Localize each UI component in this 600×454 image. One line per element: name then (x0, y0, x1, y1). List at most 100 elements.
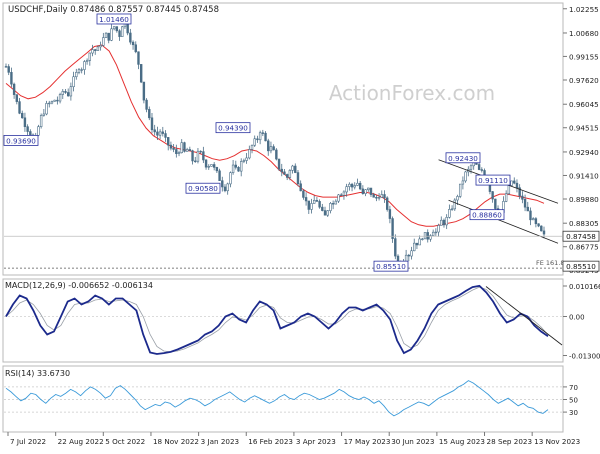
candle-body (172, 147, 175, 150)
candle-body (331, 203, 335, 205)
candle-body (410, 250, 413, 257)
candle-body (356, 182, 359, 186)
candle-body (223, 186, 227, 192)
candle-body (129, 32, 132, 43)
candle-body (513, 180, 516, 184)
candle-body (240, 161, 243, 172)
level-label: 0.90580 (188, 184, 218, 193)
price-tick-label: 1.02255 (569, 5, 599, 14)
candle-body (302, 190, 305, 198)
candle-body (242, 160, 246, 162)
candle-body (150, 117, 154, 131)
chart-header: USDCHF,Daily 0.87486 0.87557 0.87445 0.8… (8, 5, 219, 15)
candle-body (350, 183, 354, 188)
candle-body (369, 187, 373, 195)
candle-body (385, 197, 389, 210)
candle-body (423, 232, 427, 240)
candle-body (96, 46, 100, 51)
candle-body (204, 159, 208, 168)
candle-body (188, 149, 192, 151)
candle-body (64, 91, 67, 93)
candle-body (394, 238, 397, 257)
candle-body (318, 201, 321, 208)
level-label-box (373, 260, 409, 272)
price-tag-box (562, 230, 600, 242)
x-tick-label: 18 Nov 2022 (153, 437, 199, 446)
candle-body (464, 171, 467, 182)
candle-body (231, 164, 235, 173)
candle-body (256, 138, 259, 141)
x-tick-label: 7 Jul 2022 (10, 437, 46, 446)
fe-label: FE 161.8 (536, 259, 565, 267)
candle-body (323, 210, 327, 216)
candle-body (329, 203, 332, 212)
price-tick-label: 0.92940 (569, 148, 599, 157)
level-label: 1.01460 (99, 15, 129, 24)
candle-body (477, 164, 481, 170)
candle-body (56, 99, 59, 102)
level-label-box (215, 122, 251, 134)
candle-body (429, 235, 432, 240)
candle-body (75, 72, 78, 78)
candle-body (156, 131, 159, 136)
candle-body (196, 150, 200, 162)
candle-body (507, 185, 511, 195)
candle-body (391, 218, 394, 239)
candle-body (12, 83, 16, 95)
candle-body (145, 99, 148, 110)
candle-body (269, 146, 273, 152)
candle-body (194, 160, 197, 163)
rsi-line (5, 380, 549, 417)
candle-body (169, 144, 173, 149)
candle-body (50, 101, 54, 104)
level-label-box (3, 135, 39, 146)
price-tick-label: 0.96045 (569, 100, 599, 109)
candle-body (299, 183, 302, 192)
candle-body (112, 26, 116, 30)
candle-body (348, 183, 351, 187)
candle-body (218, 170, 221, 181)
x-tick-label: 17 May 2023 (344, 437, 391, 446)
moving-average-line (5, 44, 545, 227)
candle-body (504, 193, 508, 202)
candle-body (167, 137, 170, 146)
candle-body (85, 60, 89, 62)
candle-body (80, 69, 83, 71)
candle-body (234, 164, 237, 168)
candle-body (226, 183, 229, 192)
candle-body (131, 41, 135, 46)
candle-body (334, 200, 338, 205)
candle-body (185, 149, 189, 152)
x-axis: 7 Jul 2022 22 Aug 2022 5 Oct 2022 18 Nov 20… (7, 432, 580, 446)
candle-body (521, 195, 524, 200)
candle-body (515, 182, 519, 189)
candle-body (285, 174, 289, 178)
candle-body (540, 225, 543, 232)
price-tick-label: 0.86775 (569, 243, 599, 252)
price-tag-label: 0.87458 (566, 232, 596, 241)
candle-body (375, 196, 378, 199)
macd-tick-label: 0.010166 (569, 283, 600, 291)
candle-body (367, 187, 370, 191)
x-tick-label: 22 Aug 2022 (58, 437, 104, 446)
candle-body (272, 146, 275, 151)
candle-body (142, 81, 146, 101)
x-tick-label: 3 Jan 2023 (201, 437, 240, 446)
candle-body (99, 45, 102, 48)
candle-body (180, 142, 183, 154)
candle-body (267, 140, 270, 152)
candle-body (380, 194, 383, 198)
candle-body (102, 37, 105, 46)
candle-body (53, 99, 56, 102)
candle-body (534, 218, 538, 225)
candle-body (388, 209, 392, 219)
candle-body (529, 210, 532, 221)
candle-body (245, 157, 248, 161)
candle-body (10, 72, 13, 85)
x-tick-label: 30 Jun 2023 (391, 437, 434, 446)
candle-body (212, 164, 216, 168)
candle-body (458, 183, 462, 197)
candle-body (183, 142, 186, 152)
candle-body (61, 91, 64, 95)
x-tick-label: 28 Sep 2023 (487, 437, 533, 446)
